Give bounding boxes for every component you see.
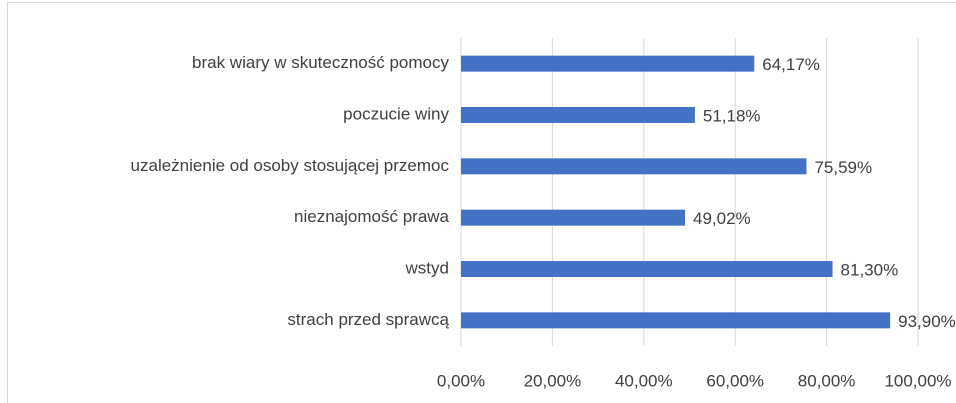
data-label: 64,17% <box>762 55 820 74</box>
y-tick-label: nieznajomość prawa <box>294 207 450 226</box>
bar <box>461 55 755 72</box>
data-label: 49,02% <box>693 209 751 228</box>
y-tick-label: uzależnienie od osoby stosującej przemoc <box>131 156 450 175</box>
y-tick-label: poczucie winy <box>343 104 449 123</box>
data-label: 93,90% <box>898 312 956 331</box>
x-tick-label: 0,00% <box>437 371 485 390</box>
x-tick-label: 20,00% <box>524 371 582 390</box>
x-tick-label: 60,00% <box>706 371 764 390</box>
chart-border <box>7 2 956 403</box>
x-tick-label: 100,00% <box>884 371 951 390</box>
x-tick-label: 80,00% <box>798 371 856 390</box>
bar <box>461 312 891 329</box>
data-label: 81,30% <box>841 260 899 279</box>
data-label: 75,59% <box>814 158 872 177</box>
bar <box>461 209 686 226</box>
y-tick-label: strach przed sprawcą <box>287 310 449 329</box>
bar <box>461 107 695 123</box>
x-tick-label: 40,00% <box>615 371 673 390</box>
data-label: 51,18% <box>703 106 761 125</box>
bar <box>461 158 807 175</box>
y-tick-label: wstyd <box>405 258 449 277</box>
bar <box>461 261 833 277</box>
y-tick-label: brak wiary w skuteczność pomocy <box>192 53 449 72</box>
